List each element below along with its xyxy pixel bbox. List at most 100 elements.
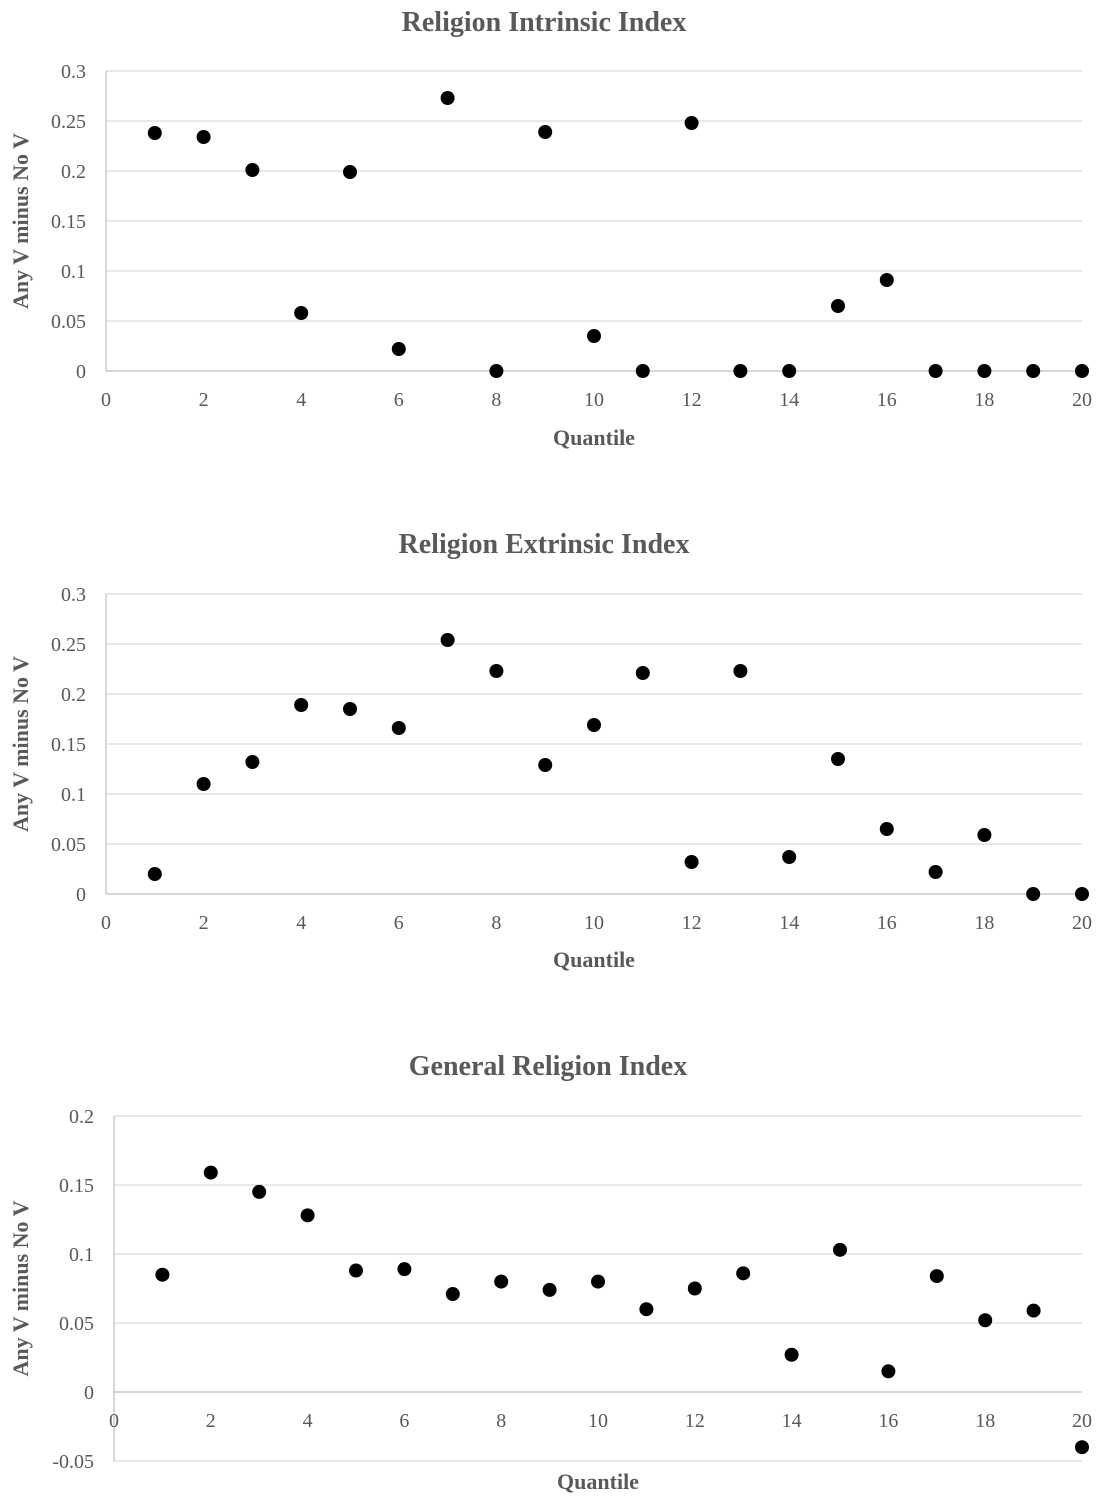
x-tick-label: 6 bbox=[399, 1410, 409, 1432]
y-tick-label: 0.15 bbox=[51, 734, 86, 756]
data-point bbox=[928, 865, 943, 879]
y-tick-label: 0.05 bbox=[51, 311, 86, 333]
data-point bbox=[1026, 887, 1041, 901]
data-point bbox=[203, 1165, 218, 1180]
data-point bbox=[445, 1287, 460, 1302]
y-tick-label: 0 bbox=[76, 884, 86, 906]
x-tick-label: 18 bbox=[975, 1410, 995, 1432]
x-axis-title: Quantile bbox=[553, 947, 635, 972]
x-tick-label: 14 bbox=[779, 389, 799, 411]
y-tick-label: 0.1 bbox=[69, 1244, 94, 1266]
y-tick-label: 0.05 bbox=[59, 1313, 94, 1335]
chart-title: Religion Extrinsic Index bbox=[399, 529, 690, 560]
data-point bbox=[831, 752, 845, 766]
x-tick-label: 2 bbox=[199, 912, 209, 934]
data-point bbox=[196, 777, 211, 791]
data-point bbox=[294, 698, 309, 712]
data-point bbox=[294, 306, 309, 320]
x-tick-label: 2 bbox=[199, 389, 209, 411]
data-point bbox=[397, 1262, 412, 1277]
x-tick-label: 12 bbox=[682, 912, 702, 934]
data-point bbox=[1026, 364, 1041, 378]
data-point bbox=[782, 364, 797, 378]
x-tick-label: 0 bbox=[109, 1410, 119, 1432]
data-point bbox=[687, 1281, 702, 1296]
x-tick-label: 8 bbox=[491, 912, 501, 934]
data-point bbox=[881, 1364, 896, 1379]
data-point bbox=[245, 755, 260, 769]
data-point bbox=[635, 666, 650, 680]
data-point bbox=[1026, 1303, 1041, 1318]
x-tick-label: 18 bbox=[974, 389, 994, 411]
x-tick-label: 16 bbox=[877, 912, 897, 934]
y-tick-label: 0 bbox=[76, 361, 86, 383]
x-tick-label: 0 bbox=[101, 912, 111, 934]
x-axis-title: Quantile bbox=[557, 1469, 639, 1494]
data-point bbox=[489, 364, 504, 378]
religion-extrinsic-chart: 0 0.05 0.1 0.15 0.2 0.25 0.3 0 2 4 6 8 10 12 14 16 18 20 R… bbox=[8, 529, 1092, 972]
data-point bbox=[1075, 887, 1089, 901]
data-point bbox=[977, 364, 992, 378]
data-point bbox=[349, 1263, 363, 1278]
y-tick-label: -0.05 bbox=[52, 1451, 94, 1473]
data-point bbox=[733, 664, 748, 678]
data-point bbox=[587, 329, 601, 343]
x-tick-label: 20 bbox=[1072, 389, 1092, 411]
x-axis-title: Quantile bbox=[553, 425, 635, 450]
chart-title: Religion Intrinsic Index bbox=[402, 7, 687, 38]
data-point bbox=[831, 299, 845, 313]
y-tick-label: 0.3 bbox=[61, 584, 86, 606]
data-point bbox=[391, 342, 406, 356]
y-tick-label: 0.2 bbox=[61, 684, 86, 706]
y-tick-label: 0.25 bbox=[51, 634, 86, 656]
x-tick-label: 0 bbox=[101, 389, 111, 411]
x-tick-label: 6 bbox=[394, 912, 404, 934]
religion-intrinsic-chart: 0 0.05 0.1 0.15 0.2 0.25 0.3 0 2 4 6 8 10 12 14 16 18 20 R… bbox=[8, 7, 1092, 450]
y-tick-label: 0.2 bbox=[61, 161, 86, 183]
data-point bbox=[343, 165, 357, 179]
x-tick-label: 14 bbox=[782, 1410, 802, 1432]
x-tick-label: 10 bbox=[588, 1410, 608, 1432]
y-tick-label: 0.3 bbox=[61, 61, 86, 83]
data-point bbox=[635, 364, 650, 378]
data-point bbox=[538, 758, 553, 772]
data-point bbox=[879, 273, 894, 287]
x-tick-label: 16 bbox=[877, 389, 897, 411]
data-point bbox=[879, 822, 894, 836]
x-tick-label: 8 bbox=[496, 1410, 506, 1432]
x-tick-label: 12 bbox=[682, 389, 702, 411]
data-point bbox=[147, 867, 162, 881]
x-tick-label: 2 bbox=[206, 1410, 216, 1432]
data-point bbox=[733, 364, 748, 378]
data-point bbox=[440, 91, 455, 105]
data-point bbox=[929, 1269, 944, 1284]
data-point bbox=[784, 1347, 799, 1362]
x-tick-label: 18 bbox=[974, 912, 994, 934]
y-axis-title: Any V minus No V bbox=[8, 133, 33, 309]
data-point bbox=[1075, 1440, 1089, 1455]
y-tick-label: 0.1 bbox=[61, 261, 86, 283]
data-point bbox=[977, 828, 992, 842]
y-tick-label: 0.15 bbox=[59, 1175, 94, 1197]
x-tick-label: 4 bbox=[296, 912, 306, 934]
x-tick-label: 10 bbox=[584, 389, 604, 411]
data-point bbox=[252, 1184, 267, 1199]
data-point bbox=[245, 163, 260, 177]
data-point bbox=[391, 721, 406, 735]
y-axis-title: Any V minus No V bbox=[8, 656, 33, 832]
x-tick-label: 20 bbox=[1072, 1410, 1092, 1432]
x-tick-label: 4 bbox=[303, 1410, 313, 1432]
data-point bbox=[147, 126, 162, 140]
data-point bbox=[155, 1267, 170, 1282]
x-tick-label: 8 bbox=[491, 389, 501, 411]
y-tick-label: 0.2 bbox=[69, 1106, 94, 1128]
data-point bbox=[542, 1282, 557, 1297]
x-tick-label: 20 bbox=[1072, 912, 1092, 934]
data-point bbox=[736, 1266, 751, 1281]
data-point bbox=[587, 718, 601, 732]
general-religion-chart: -0.05 0 0.05 0.1 0.15 0.2 0 2 4 6 8 10 12 14 16 18 20 Gen… bbox=[8, 1051, 1092, 1494]
data-point bbox=[1075, 364, 1089, 378]
data-point bbox=[494, 1274, 509, 1289]
y-tick-label: 0.1 bbox=[61, 784, 86, 806]
x-tick-label: 6 bbox=[394, 389, 404, 411]
